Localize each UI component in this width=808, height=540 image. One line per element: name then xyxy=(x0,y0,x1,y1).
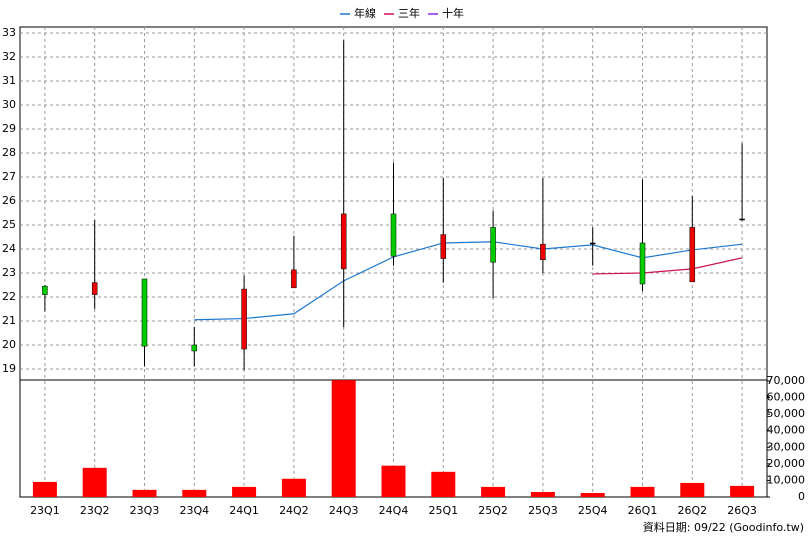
candle-body xyxy=(540,243,546,261)
volume-bar xyxy=(381,465,406,497)
x-tick-label: 26Q2 xyxy=(677,504,707,517)
y-tick-label: 32 xyxy=(2,50,16,63)
y-tick-label: 29 xyxy=(2,122,16,135)
volume-bar xyxy=(232,486,257,497)
source-note: 資料日期: 09/22 (Goodinfo.tw) xyxy=(643,520,804,534)
legend-label: 年線 xyxy=(354,6,376,20)
legend-label: 三年 xyxy=(398,6,420,20)
y2-tick-label: 10,000 xyxy=(767,473,806,486)
volume-bar xyxy=(730,485,755,497)
y2-tick-label: 30,000 xyxy=(767,440,806,453)
x-tick-label: 26Q3 xyxy=(727,504,757,517)
volume-bar xyxy=(182,489,207,497)
y-tick-label: 33 xyxy=(2,26,16,39)
ma-line xyxy=(592,257,743,275)
x-tick-label: 24Q4 xyxy=(379,504,409,517)
volume-bar xyxy=(630,486,655,497)
volume-bar xyxy=(481,486,506,497)
volume-bar xyxy=(680,482,705,497)
x-tick-label: 23Q3 xyxy=(130,504,160,517)
candle-body xyxy=(390,213,397,257)
x-tick-label: 23Q1 xyxy=(30,504,60,517)
volume-bar xyxy=(580,493,605,497)
candle-body xyxy=(739,218,745,221)
candle-body xyxy=(291,269,297,289)
y-tick-label: 24 xyxy=(2,242,16,255)
volume-bar xyxy=(331,380,356,497)
candle-body xyxy=(639,242,646,285)
volume-bar xyxy=(32,481,57,497)
y2-tick-label: 20,000 xyxy=(767,457,806,470)
y-tick-label: 30 xyxy=(2,98,16,111)
y-tick-label: 26 xyxy=(2,194,16,207)
volume-bar xyxy=(530,492,555,497)
volume-bar xyxy=(281,478,306,497)
y2-tick-label: 40,000 xyxy=(767,424,806,437)
y-tick-label: 28 xyxy=(2,146,16,159)
x-tick-label: 24Q1 xyxy=(229,504,259,517)
x-tick-label: 24Q2 xyxy=(279,504,309,517)
candle-body xyxy=(91,282,98,295)
volume-bar xyxy=(132,489,157,497)
x-tick-label: 25Q2 xyxy=(478,504,508,517)
y-tick-label: 20 xyxy=(2,338,16,351)
x-tick-label: 25Q3 xyxy=(528,504,558,517)
x-tick-label: 23Q4 xyxy=(179,504,209,517)
candle-body xyxy=(340,213,347,270)
x-tick-label: 23Q2 xyxy=(80,504,110,517)
y-tick-label: 22 xyxy=(2,290,16,303)
candle-body xyxy=(42,285,48,295)
ma-line xyxy=(194,241,743,321)
y2-tick-label: 70,000 xyxy=(767,374,806,387)
y2-tick-label: 50,000 xyxy=(767,407,806,420)
x-tick-label: 24Q3 xyxy=(329,504,359,517)
y-tick-label: 21 xyxy=(2,314,16,327)
volume-bar xyxy=(431,471,456,497)
candle-body xyxy=(440,234,447,259)
candle-body xyxy=(689,227,696,283)
candle-body xyxy=(141,278,148,347)
legend-label: 十年 xyxy=(442,6,464,20)
y2-tick-label: 60,000 xyxy=(767,391,806,404)
x-tick-label: 25Q1 xyxy=(428,504,458,517)
candle-body xyxy=(490,227,496,263)
y-tick-label: 25 xyxy=(2,218,16,231)
candle-body xyxy=(589,242,596,245)
x-tick-label: 25Q4 xyxy=(578,504,608,517)
y-tick-label: 23 xyxy=(2,266,16,279)
volume-bar xyxy=(82,467,107,497)
y-tick-label: 27 xyxy=(2,170,16,183)
y-tick-label: 31 xyxy=(2,74,16,87)
x-tick-label: 26Q1 xyxy=(628,504,658,517)
y2-tick-label: 0 xyxy=(798,490,805,503)
y-tick-label: 19 xyxy=(2,362,16,375)
candle-body xyxy=(241,288,247,350)
candle-body xyxy=(191,344,198,352)
